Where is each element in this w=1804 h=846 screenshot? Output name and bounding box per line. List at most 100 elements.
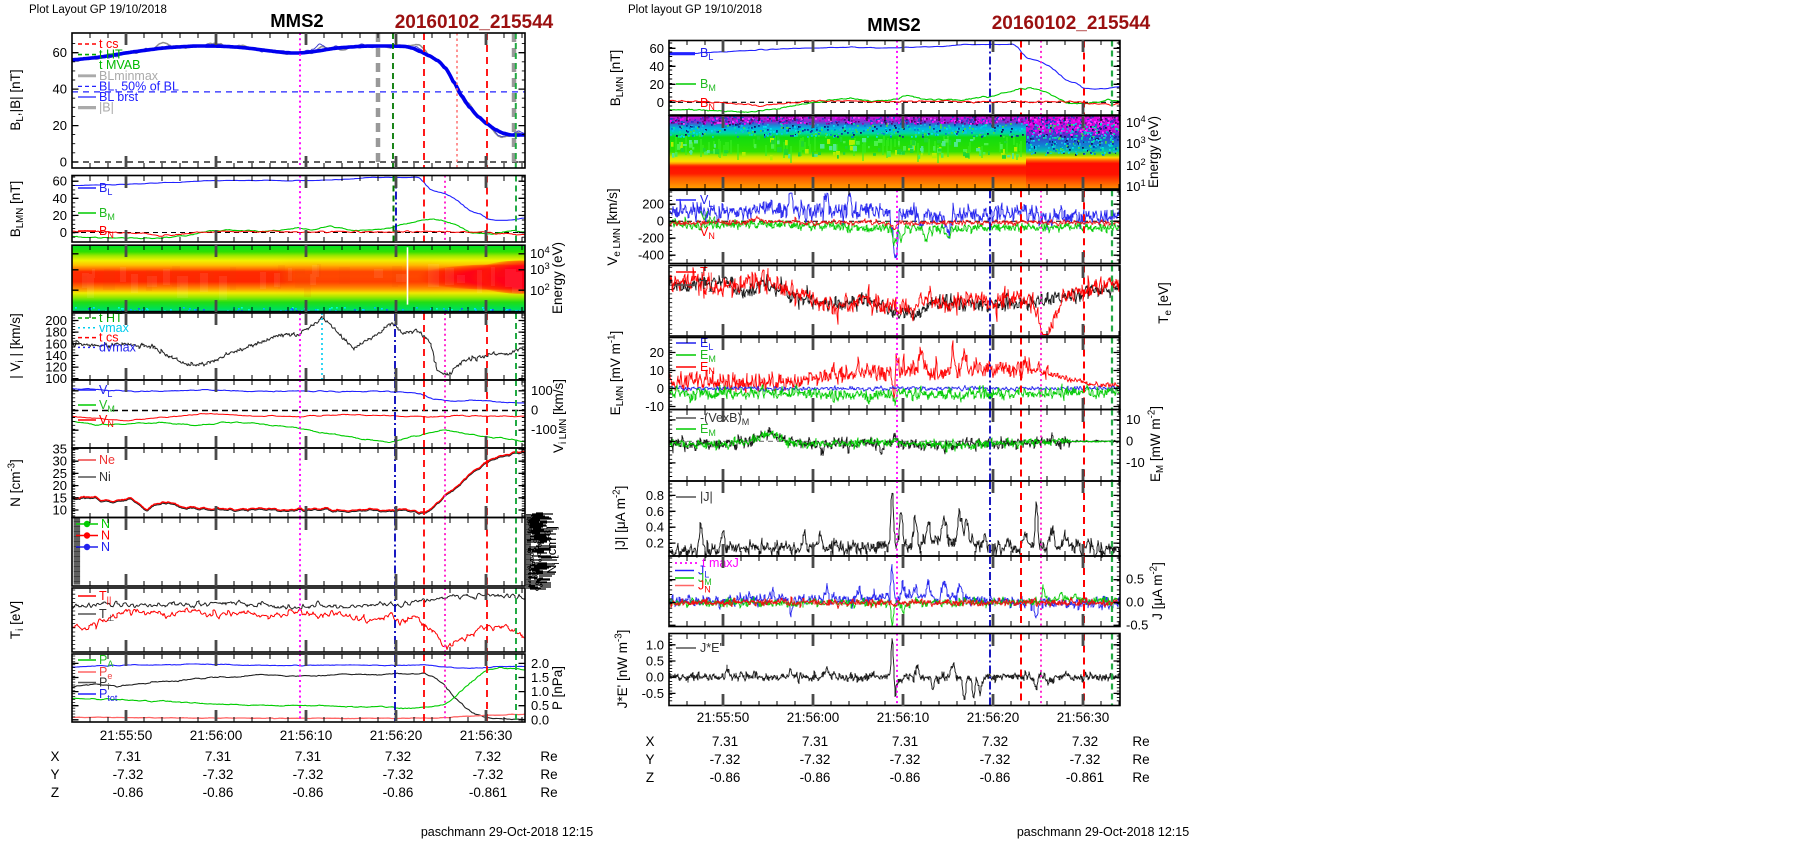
svg-text:Re: Re [1132,752,1149,767]
svg-text:MMS2: MMS2 [270,10,323,31]
svg-text:21:56:10: 21:56:10 [877,710,930,725]
svg-text:21:55:50: 21:55:50 [100,728,153,743]
svg-text:102: 102 [530,281,550,298]
svg-text:BL: BL [99,181,112,197]
svg-text:|J|: |J| [700,490,713,504]
svg-text:| Vi | [km/s]: | Vi | [km/s] [8,313,26,378]
svg-text:30: 30 [53,454,67,469]
svg-text:EM: EM [700,422,716,438]
svg-text:EM [mW m-2]: EM [mW m-2] [1147,406,1166,482]
svg-text:-7.32: -7.32 [293,767,324,782]
svg-text:-0.86: -0.86 [293,785,324,800]
svg-text:-200: -200 [638,231,664,246]
svg-text:-0.86: -0.86 [980,770,1011,785]
svg-text:103: 103 [1126,134,1146,151]
svg-text:21:55:50: 21:55:50 [697,710,750,725]
svg-text:paschmann 29-Oct-2018 12:15: paschmann 29-Oct-2018 12:15 [421,825,593,839]
svg-text:-0.86: -0.86 [383,785,414,800]
svg-text:0: 0 [1126,433,1133,448]
svg-text:Ne: Ne [99,453,115,467]
svg-text:X: X [645,734,654,749]
svg-text:t MVAB: t MVAB [99,58,140,72]
svg-text:0: 0 [657,214,664,229]
svg-text:0: 0 [531,403,538,418]
svg-text:-7.32: -7.32 [383,767,414,782]
svg-text:J*E' [nW m-3]: J*E' [nW m-3] [614,630,630,709]
svg-text:140: 140 [45,348,67,363]
svg-text:-0.861: -0.861 [1066,770,1104,785]
svg-text:Re: Re [1132,734,1149,749]
svg-text:10: 10 [650,363,664,378]
svg-text:BM: BM [99,206,115,222]
svg-text:21:56:20: 21:56:20 [370,728,423,743]
svg-text:JN: JN [698,579,711,595]
svg-text:BL: BL [700,46,713,62]
svg-text:Ve LMN [km/s]: Ve LMN [km/s] [605,188,623,265]
svg-text:40: 40 [650,59,664,74]
svg-text:100: 100 [531,383,553,398]
svg-text:180: 180 [45,325,67,340]
svg-text:120: 120 [45,360,67,375]
svg-text:21:56:30: 21:56:30 [460,728,513,743]
svg-text:21:56:00: 21:56:00 [787,710,840,725]
svg-text:7.32: 7.32 [982,734,1008,749]
svg-text:0.8: 0.8 [646,488,664,503]
svg-text:J*E': J*E' [700,641,722,655]
svg-text:20160102_215544: 20160102_215544 [395,12,554,33]
svg-text:Re: Re [540,767,557,782]
svg-text:Energy (eV): Energy (eV) [1146,116,1161,188]
svg-text:0.5: 0.5 [646,654,664,669]
svg-text:-7.32: -7.32 [800,752,831,767]
svg-text:2.0: 2.0 [531,656,549,671]
svg-text:N: N [101,529,110,543]
svg-text:Pi: Pi [99,676,109,692]
svg-text:0.5: 0.5 [1126,572,1144,587]
svg-text:7.31: 7.31 [802,734,828,749]
svg-text:J [μA m-2]: J [μA m-2] [1149,562,1165,620]
svg-text:X: X [50,749,59,764]
svg-text:7.32: 7.32 [385,749,411,764]
svg-text:VL: VL [700,193,713,209]
svg-text:Y: Y [50,767,59,782]
svg-text:Re: Re [540,785,557,800]
svg-text:0.6: 0.6 [646,504,664,519]
svg-text:BLminmax: BLminmax [99,69,159,83]
svg-text:0: 0 [657,381,664,396]
svg-text:EM: EM [700,348,716,364]
svg-text:-7.32: -7.32 [1070,752,1101,767]
svg-text:BL,|B| [nT]: BL,|B| [nT] [8,69,26,130]
svg-text:200: 200 [45,313,67,328]
svg-text:-7.32: -7.32 [710,752,741,767]
svg-text:20: 20 [650,345,664,360]
svg-text:Vi LMN [km/s]: Vi LMN [km/s] [551,379,569,453]
svg-text:|B|: |B| [99,101,114,115]
svg-text:21:56:10: 21:56:10 [280,728,333,743]
svg-text:BM: BM [700,77,716,93]
svg-text:15: 15 [53,490,67,505]
svg-text:7.31: 7.31 [892,734,918,749]
svg-text:0.2: 0.2 [646,536,664,551]
svg-text:-0.86: -0.86 [890,770,921,785]
svg-text:0: 0 [657,95,664,110]
svg-text:100: 100 [45,371,67,386]
svg-text:0.5: 0.5 [531,698,549,713]
svg-text:Y: Y [645,752,654,767]
svg-text:-400: -400 [638,248,664,263]
svg-text:7.32: 7.32 [1072,734,1098,749]
svg-text:Z: Z [646,770,654,785]
svg-text:VL: VL [99,383,112,399]
svg-text:1.0: 1.0 [531,684,549,699]
svg-text:60: 60 [53,45,67,60]
svg-text:t cs: t cs [99,331,118,345]
svg-text:7.31: 7.31 [712,734,738,749]
svg-text:-10: -10 [645,399,664,414]
svg-text:0.4: 0.4 [646,520,664,535]
svg-text:Z: Z [51,785,59,800]
svg-text:-(VexB)M: -(VexB)M [700,411,749,427]
svg-text:VN: VN [99,413,114,429]
svg-text:VM: VM [99,398,115,414]
svg-text:104: 104 [1126,113,1146,130]
svg-text:|J| [μA m-2]: |J| [μA m-2] [612,486,628,551]
svg-text:-0.86: -0.86 [710,770,741,785]
svg-text:1.5: 1.5 [531,670,549,685]
